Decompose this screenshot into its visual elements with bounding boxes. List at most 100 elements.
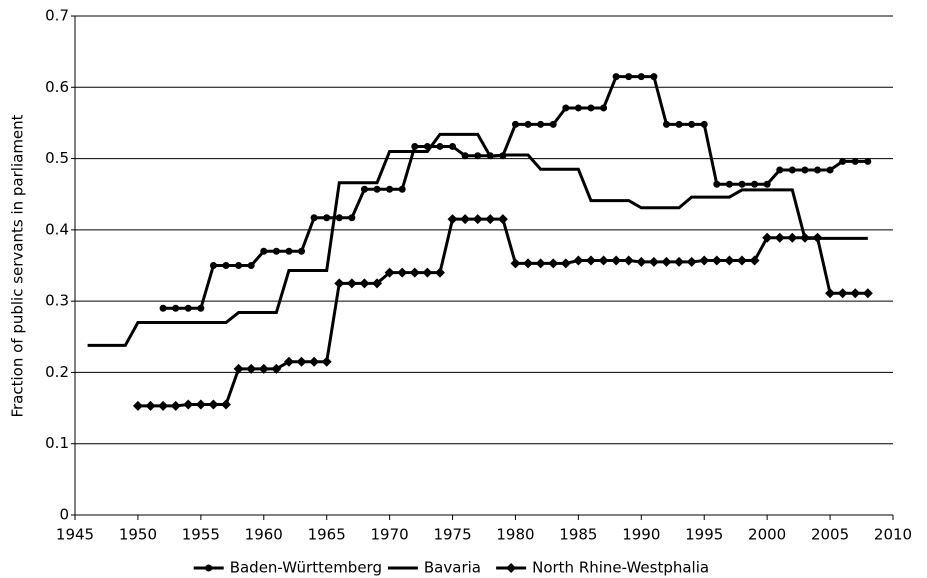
marker	[258, 363, 269, 374]
marker	[246, 363, 257, 374]
marker	[205, 564, 213, 572]
marker	[674, 256, 685, 267]
marker	[208, 399, 219, 410]
marker	[801, 166, 809, 174]
marker	[170, 400, 181, 411]
marker	[560, 258, 571, 269]
marker	[510, 258, 521, 269]
marker	[197, 304, 205, 312]
marker	[398, 185, 406, 193]
marker	[184, 304, 192, 312]
marker	[524, 120, 532, 128]
marker	[549, 120, 557, 128]
marker	[411, 142, 419, 150]
marker	[384, 267, 395, 278]
marker	[562, 104, 570, 112]
marker	[787, 232, 798, 243]
marker	[285, 247, 293, 255]
marker	[812, 232, 823, 243]
x-tick-label: 1985	[559, 526, 597, 544]
marker	[650, 73, 658, 81]
x-tick-label: 1970	[371, 526, 409, 544]
marker	[725, 180, 733, 188]
marker	[788, 166, 796, 174]
marker	[713, 180, 721, 188]
marker	[573, 255, 584, 266]
marker	[839, 157, 847, 165]
marker	[850, 288, 861, 299]
marker	[283, 356, 294, 367]
marker	[334, 278, 345, 289]
marker	[472, 214, 483, 225]
marker	[195, 399, 206, 410]
marker	[360, 185, 368, 193]
marker	[221, 399, 232, 410]
marker	[497, 214, 508, 225]
x-tick-label: 2000	[748, 526, 786, 544]
marker	[548, 258, 559, 269]
marker	[864, 157, 872, 165]
legend-label: North Rhine-Westphalia	[532, 559, 709, 577]
marker	[724, 255, 735, 266]
marker	[700, 120, 708, 128]
marker	[776, 166, 784, 174]
y-tick-label: 0.2	[45, 363, 69, 381]
marker	[474, 152, 482, 160]
marker	[145, 400, 156, 411]
y-tick-label: 0.7	[45, 7, 69, 25]
x-tick-label: 1955	[182, 526, 220, 544]
y-axis-label: Fraction of public servants in parliamen…	[9, 114, 27, 417]
marker	[159, 304, 167, 312]
y-tick-label: 0	[59, 506, 69, 524]
legend-label: Baden-Württemberg	[230, 559, 382, 577]
marker	[260, 247, 268, 255]
marker	[449, 142, 457, 150]
marker	[434, 267, 445, 278]
series-line	[87, 132, 868, 347]
marker	[209, 262, 217, 269]
y-tick-label: 0.1	[45, 434, 69, 452]
marker	[272, 247, 280, 255]
marker	[711, 255, 722, 266]
marker	[436, 142, 444, 150]
marker	[372, 278, 383, 289]
marker	[636, 256, 647, 267]
x-tick-label: 2005	[811, 526, 849, 544]
marker	[409, 267, 420, 278]
marker	[837, 288, 848, 299]
marker	[675, 120, 683, 128]
marker	[749, 255, 760, 266]
x-tick-label: 1945	[56, 526, 94, 544]
marker	[460, 214, 471, 225]
marker	[587, 104, 595, 112]
marker	[386, 185, 394, 193]
marker	[132, 400, 143, 411]
marker	[485, 214, 496, 225]
marker	[751, 180, 759, 188]
marker	[662, 120, 670, 128]
marker	[348, 214, 356, 222]
y-tick-label: 0.3	[45, 292, 69, 310]
marker	[688, 120, 696, 128]
marker	[661, 256, 672, 267]
marker	[623, 255, 634, 266]
x-tick-label: 1950	[119, 526, 157, 544]
marker	[309, 356, 320, 367]
marker	[535, 258, 546, 269]
series-line	[163, 75, 868, 310]
marker	[574, 104, 582, 112]
x-tick-label: 1960	[245, 526, 283, 544]
marker	[862, 288, 873, 299]
y-tick-label: 0.4	[45, 220, 69, 238]
marker	[323, 214, 331, 222]
x-tick-label: 2010	[874, 526, 912, 544]
marker	[296, 356, 307, 367]
marker	[310, 214, 318, 222]
marker	[222, 262, 230, 269]
marker	[271, 363, 282, 374]
marker	[359, 278, 370, 289]
marker	[826, 166, 834, 174]
x-tick-label: 1965	[308, 526, 346, 544]
marker	[585, 255, 596, 266]
